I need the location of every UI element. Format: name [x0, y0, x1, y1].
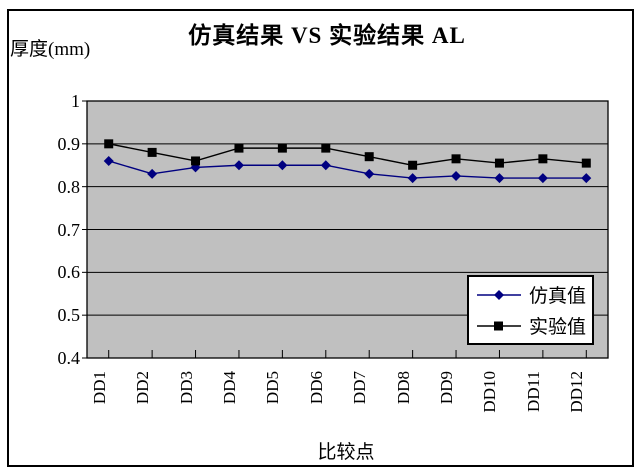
x-category-label: DD8: [393, 371, 413, 405]
x-category-label: DD4: [219, 371, 239, 405]
data-point-diamond: [581, 173, 592, 184]
y-tick-label: 0.8: [57, 176, 81, 197]
data-point-diamond: [147, 168, 158, 179]
data-point-square: [234, 143, 244, 153]
legend-label-simulation: 仿真值: [529, 286, 587, 307]
data-point-square: [408, 160, 418, 170]
legend-entry-simulation: 仿真值: [476, 281, 592, 308]
y-tick-label: 0.4: [57, 348, 81, 368]
x-category-label: DD11: [523, 371, 543, 412]
data-point-diamond: [320, 160, 331, 171]
y-tick-label: 0.5: [57, 305, 81, 326]
data-point-square: [581, 158, 591, 168]
data-point-diamond: [537, 173, 548, 184]
x-category-label: DD5: [263, 371, 283, 405]
legend-label-experiment: 实验值: [529, 317, 587, 338]
y-tick-label: 0.9: [57, 133, 81, 154]
data-point-square: [451, 154, 461, 164]
data-point-square: [538, 154, 548, 164]
x-category-label: DD1: [89, 371, 109, 405]
x-category-label: DD2: [133, 371, 153, 405]
y-axis-title: 厚度(mm): [10, 39, 91, 60]
x-category-label: DD3: [176, 371, 196, 405]
data-point-diamond: [364, 168, 375, 179]
x-axis-title: 比较点: [317, 442, 375, 463]
square-marker-icon: [477, 321, 521, 330]
data-point-square: [147, 147, 157, 157]
data-point-square: [321, 143, 331, 153]
x-category-label: DD7: [350, 371, 370, 405]
data-point-diamond: [407, 173, 418, 184]
data-point-diamond: [451, 170, 462, 181]
data-point-diamond: [103, 155, 114, 166]
series-line-experiment: [108, 143, 587, 166]
data-point-square: [104, 139, 114, 149]
x-category-label: DD9: [437, 371, 457, 405]
x-category-label: DD10: [480, 371, 500, 413]
chart-title: 仿真结果 VS 实验结果 AL: [188, 23, 466, 48]
y-tick-label: 1: [71, 91, 80, 111]
x-category-label: DD12: [567, 371, 587, 413]
data-point-square: [191, 156, 201, 166]
data-point-square: [494, 158, 504, 168]
x-category-label: DD6: [306, 371, 326, 405]
series-line-simulation: [108, 160, 587, 179]
y-tick-label: 0.6: [57, 262, 81, 283]
data-point-diamond: [494, 173, 505, 184]
data-point-square: [277, 143, 287, 153]
data-point-square: [364, 152, 374, 162]
y-tick-label: 0.7: [57, 219, 81, 240]
data-point-diamond: [277, 160, 288, 171]
legend-entry-experiment: 实验值: [476, 312, 592, 339]
diamond-marker-icon: [477, 289, 521, 300]
legend: 仿真值 实验值: [467, 275, 594, 345]
data-point-diamond: [233, 160, 244, 171]
